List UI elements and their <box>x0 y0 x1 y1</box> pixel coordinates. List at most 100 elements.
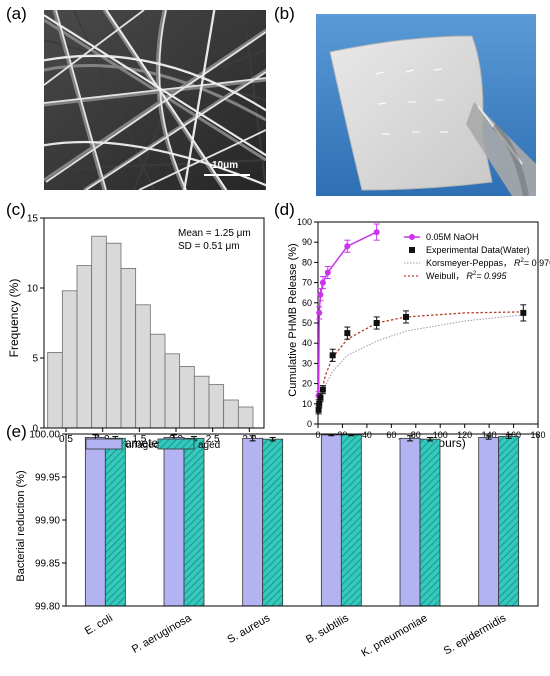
bar-aged <box>419 438 441 607</box>
data-point-naoh <box>373 229 380 236</box>
bar-unaged <box>242 437 264 607</box>
x-tick-label: 1.5 <box>132 434 146 445</box>
bar-unaged <box>399 437 421 607</box>
data-point-water <box>403 313 409 320</box>
legend-swatch-aged <box>157 438 195 450</box>
legend-wb-sup: 2 <box>473 271 477 277</box>
chart-c-stat-sd: SD = 0.51 μm <box>178 241 240 252</box>
data-point-water <box>344 330 351 337</box>
y-tick-label: 100 <box>297 217 312 227</box>
histogram-bar <box>61 290 78 429</box>
histogram-bar <box>135 304 151 429</box>
category-label: S. aureus <box>225 612 272 646</box>
y-tick-label: 99.95 <box>35 473 60 484</box>
x-tick-label: 40 <box>362 430 372 440</box>
x-tick-label: 100 <box>433 430 448 440</box>
chart-d-ylabel: Cumulative PHMB Release (%) <box>287 243 299 396</box>
chart-e-ylabel: Bacterial reduction (%) <box>15 470 27 581</box>
histogram-bar <box>164 353 181 429</box>
legend-unaged: unaged <box>126 440 159 451</box>
x-tick-label: 160 <box>506 430 521 440</box>
chart-d-legend: 0.05M NaOH Experimental Data(Water) Kors… <box>404 232 550 281</box>
bar-unaged <box>163 437 185 607</box>
legend-kp-r: R <box>514 258 521 268</box>
x-tick-label: 2.0 <box>169 434 183 445</box>
sem-micrograph: 10μm <box>44 10 266 190</box>
legend-kp-val: = 0.976 <box>524 258 550 268</box>
data-point-water <box>316 400 323 407</box>
x-tick-label: 3.0 <box>242 434 256 445</box>
chart-c-ylabel: Frequency (%) <box>7 279 21 358</box>
x-tick-label: 0.5 <box>59 434 73 445</box>
data-point-naoh <box>316 309 323 316</box>
data-point-water <box>319 386 326 393</box>
y-tick-label: 80 <box>302 257 312 267</box>
legend-wb-r: R <box>466 271 473 281</box>
series-naoh-line <box>317 231 377 396</box>
y-tick-label: 99.80 <box>35 602 60 613</box>
category-label: E. coli <box>83 612 115 637</box>
data-point-water <box>317 394 324 401</box>
y-tick-label: 90 <box>302 237 312 247</box>
legend-wb: Weibull， <box>426 271 464 281</box>
histogram-bar <box>105 242 122 429</box>
y-tick-label: 70 <box>302 278 312 288</box>
histogram-bar <box>208 384 225 429</box>
panel-label-a: (a) <box>6 4 27 23</box>
chart-e-legend: unaged aged <box>85 438 220 451</box>
scale-bar <box>204 174 250 176</box>
histogram-bar <box>76 265 93 429</box>
panel-label-e: (e) <box>6 422 27 441</box>
membrane-sheet <box>316 14 536 196</box>
y-tick-label: 5 <box>32 354 38 365</box>
chart-c-stat-mean: Mean = 1.25 μm <box>178 228 251 239</box>
y-tick-label: 99.85 <box>35 559 60 570</box>
sem-fibers <box>44 10 266 190</box>
category-label: S. epidermidis <box>442 612 509 657</box>
y-tick-label: 40 <box>302 338 312 348</box>
data-point-naoh <box>317 291 324 298</box>
fit-korsmeyer-peppas <box>318 314 524 410</box>
y-tick-label: 15 <box>27 214 39 225</box>
x-tick-label: 20 <box>337 430 347 440</box>
y-tick-label: 0 <box>307 419 312 429</box>
legend-kp-sup: 2 <box>521 258 525 264</box>
category-label: K. pneumoniae <box>359 612 429 659</box>
histogram-bar <box>47 351 63 429</box>
y-tick-label: 10 <box>302 399 312 409</box>
chart-d-frame <box>317 221 539 425</box>
legend-naoh: 0.05M NaOH <box>426 232 479 242</box>
bar-unaged <box>84 437 106 607</box>
histogram-bar <box>120 267 137 429</box>
x-tick-label: 1.0 <box>96 434 110 445</box>
y-tick-label: 60 <box>302 298 312 308</box>
svg-text:Weibull，R2= 0.995: Weibull， R2= 0.995 <box>426 271 507 281</box>
bar-unaged <box>478 437 500 607</box>
chart-d-xlabel: Time (hours) <box>398 436 466 450</box>
y-tick-label: 99.90 <box>35 516 60 527</box>
category-label: P. aeruginosa <box>130 612 194 656</box>
bar-aged <box>262 438 284 607</box>
histogram-bar <box>91 235 107 429</box>
chart-c-xlabel: Diameter (μm) <box>114 436 191 450</box>
fit-weibull <box>317 311 524 410</box>
x-tick-label: 0 <box>315 430 320 440</box>
legend-kp: Korsmeyer-Peppas， <box>426 258 512 268</box>
data-point-water <box>329 352 336 359</box>
histogram-bar <box>223 399 239 429</box>
histogram-bar <box>237 406 254 429</box>
y-tick-label: 20 <box>302 379 312 389</box>
histogram-bar <box>179 365 195 429</box>
y-tick-label: 0 <box>32 424 38 435</box>
histogram-bar <box>193 375 210 429</box>
panel-label-c: (c) <box>6 200 26 219</box>
bar-unaged <box>320 434 342 607</box>
x-tick-label: 120 <box>457 430 472 440</box>
panel-label-b: (b) <box>274 4 295 23</box>
legend-wb-val: = 0.995 <box>476 271 507 281</box>
data-point-water <box>373 320 380 326</box>
data-point-naoh <box>324 269 331 276</box>
membrane-photo <box>316 14 536 196</box>
scale-bar-label: 10μm <box>212 160 239 171</box>
bar-aged <box>104 437 126 607</box>
